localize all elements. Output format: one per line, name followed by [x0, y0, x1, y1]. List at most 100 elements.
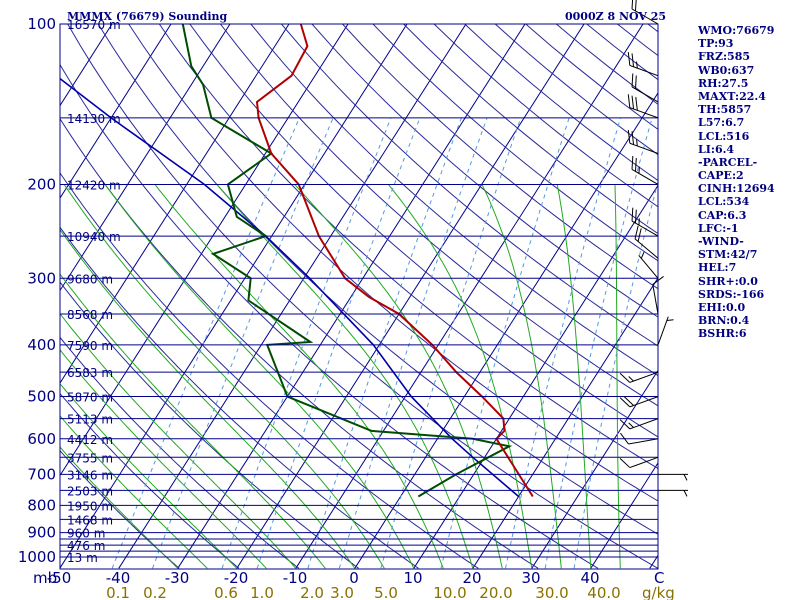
station-title: MMMX (76679) Sounding — [67, 10, 228, 23]
height-label: 3146 m — [67, 468, 113, 482]
parameter-item: BRN:0.4 — [698, 314, 750, 328]
isotherm-line — [354, 92, 658, 569]
parameter-item: LCL:534 — [698, 195, 750, 209]
mixing-ratio-tick-label: 0.1 — [106, 584, 130, 600]
wind-barb-flag — [619, 397, 631, 408]
mixing-ratio-tick-label: 0.6 — [214, 584, 238, 600]
dry-adiabat-line — [158, 24, 658, 470]
dry-adiabat-line — [60, 226, 419, 569]
wind-barb-flag — [634, 157, 637, 172]
parameter-item: TH:5857 — [698, 103, 752, 117]
wind-barb — [657, 316, 674, 346]
dry-adiabat-line — [128, 24, 658, 502]
wind-barb-flag — [627, 52, 631, 66]
wind-barb-layer — [619, 0, 688, 497]
temperature-tick-label: 30 — [521, 569, 540, 587]
isotherm-line — [531, 369, 658, 569]
wind-barb-flag — [631, 131, 635, 145]
wind-barb-flag — [619, 419, 631, 430]
wind-barb — [631, 155, 659, 185]
wind-barb-flag — [631, 207, 634, 222]
height-label: 10940 m — [67, 230, 121, 244]
mixing-ratio-tick-label: 0.2 — [143, 584, 167, 600]
parameter-panel: WMO:76679 TP:93 FRZ:585 WB0:637 RH:27.5 MAXT:… — [698, 24, 775, 341]
mixing-ratio-unit-label: g/kg — [642, 584, 675, 600]
isotherm-line — [0, 12, 61, 568]
temperature-tick-label: -20 — [224, 569, 249, 587]
wind-barb-flag — [634, 75, 637, 89]
isotherm-line — [60, 24, 290, 384]
dry-adiabat-line — [97, 24, 658, 535]
wind-barb-half-flag — [636, 61, 638, 69]
moist-adiabat-line — [60, 415, 208, 569]
isotherm-line — [0, 12, 2, 568]
height-label: 6583 m — [67, 366, 113, 380]
pressure-unit-label: mb — [33, 569, 57, 587]
height-label: 960 m — [67, 527, 105, 541]
parameter-item: RH:27.5 — [698, 76, 749, 90]
wind-barb-staff — [629, 371, 659, 383]
height-label: 5870 m — [67, 391, 113, 405]
dry-adiabat-line — [342, 24, 658, 290]
wind-barb — [627, 94, 659, 119]
height-label: 14130 m — [67, 112, 121, 126]
wind-barb-flag — [619, 457, 631, 468]
wind-barb-half-flag — [683, 490, 688, 497]
wind-barb-flag — [619, 372, 631, 383]
wind-barb-staff — [652, 284, 659, 315]
wind-barb — [631, 0, 659, 25]
parameter-item: CINH:12694 — [698, 182, 775, 196]
wind-barb-staff — [629, 64, 659, 77]
temperature-tick-label: 20 — [462, 569, 481, 587]
parameter-item: LFC:-1 — [698, 221, 739, 235]
parameter-item: STM:42/7 — [698, 248, 758, 262]
temperature-tick-label: -10 — [283, 569, 308, 587]
height-label: 2503 m — [67, 484, 113, 498]
wind-barb — [619, 418, 659, 430]
wind-barb — [631, 73, 659, 103]
dry-adiabat-line — [60, 117, 539, 569]
height-label: 5113 m — [67, 413, 113, 427]
moist-adiabat-line — [614, 184, 621, 569]
wind-barb-flag — [631, 53, 635, 67]
moist-adiabat-line — [388, 184, 533, 569]
parameter-item: FRZ:585 — [698, 50, 751, 64]
pressure-tick-label: 700 — [27, 465, 56, 483]
dry-adiabat-line — [60, 63, 599, 569]
moist-adiabat-line — [216, 184, 474, 569]
wind-barb-flag — [631, 155, 634, 170]
isobar-layer — [59, 23, 659, 570]
isotherm-line — [177, 24, 526, 569]
parameter-item: LCL:516 — [698, 129, 750, 143]
parameter-item: MAXT:22.4 — [698, 89, 766, 103]
dry-adiabat-line — [281, 24, 658, 347]
pressure-tick-label: 600 — [27, 430, 56, 448]
parameter-item: EHI:0.0 — [698, 300, 746, 314]
parameter-item: LI:6.4 — [698, 142, 735, 156]
dry-adiabat-line — [60, 449, 180, 569]
mixing-ratio-tick-label: 1.0 — [250, 584, 274, 600]
wind-barb — [652, 276, 664, 315]
parameter-item: BSHR:6 — [698, 327, 747, 341]
dry-adiabat-line — [60, 172, 479, 569]
wind-barb — [619, 456, 659, 469]
wind-barb-flag — [627, 129, 631, 144]
wind-barb — [634, 225, 659, 259]
parameter-item: SHR+:0.0 — [698, 274, 758, 288]
moist-adiabat-line — [63, 184, 385, 569]
pressure-tick-label: 100 — [27, 15, 56, 33]
temperature-trace — [255, 24, 534, 498]
parameter-item: CAP:6.3 — [698, 208, 747, 222]
wind-barb-flag — [631, 95, 635, 110]
moist-adiabat-line — [60, 273, 326, 569]
height-label: 13 m — [67, 551, 98, 565]
wind-barb-staff — [628, 438, 659, 445]
wind-barb-flag — [634, 0, 637, 12]
isotherm-line — [118, 24, 467, 569]
pressure-tick-label: 1000 — [18, 548, 56, 566]
dry-adiabat-line — [250, 24, 658, 377]
isotherm-line — [590, 462, 658, 569]
dry-adiabat-line — [67, 24, 658, 569]
parameter-item: L57:6.7 — [698, 116, 745, 130]
